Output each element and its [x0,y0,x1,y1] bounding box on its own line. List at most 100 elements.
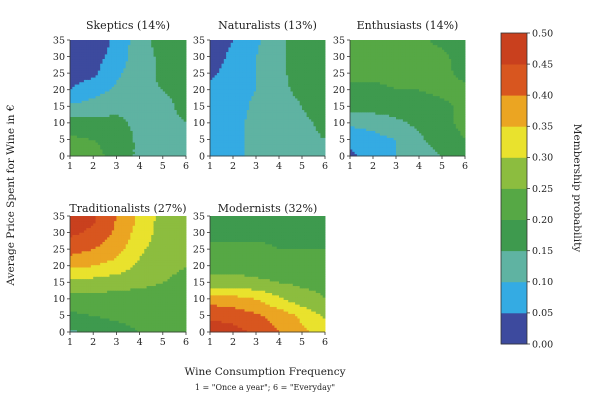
heatmap-cell [285,95,289,99]
heatmap-cell [262,114,266,118]
heatmap-cell [107,137,110,141]
heatmap-cell [228,81,232,85]
heatmap-cell [104,58,108,62]
heatmap-cell [139,63,143,66]
heatmap-cell [167,142,171,145]
heatmap-cell [86,58,90,62]
heatmap-cell [128,153,131,157]
heatmap-cell [239,70,243,73]
heatmap-cell [313,142,317,145]
heatmap-cell [265,91,268,94]
heatmap-cell [311,123,314,127]
heatmap-cell [76,79,80,83]
heatmap-cell [308,109,312,113]
heatmap-cell [88,144,92,148]
heatmap-cell [253,98,257,101]
heatmap-cell [302,93,305,97]
heatmap-cell [169,146,173,150]
heatmap-cell [160,146,164,150]
heatmap-cell [251,63,255,66]
heatmap-cell [88,49,92,53]
heatmap-cell [132,77,136,80]
heatmap-cell [95,100,99,104]
heatmap-cell [114,70,117,73]
heatmap-cell [165,86,168,90]
heatmap-cell [265,98,268,101]
heatmap-cell [313,77,317,80]
heatmap-cell [210,67,213,71]
heatmap-cell [109,118,113,122]
heatmap-cell [265,153,268,157]
heatmap-cell [276,111,280,115]
heatmap-cell [95,118,99,122]
heatmap-cell [281,123,285,127]
heatmap-cell [219,153,222,157]
heatmap-cell [295,95,298,99]
heatmap-cell [223,86,227,90]
heatmap-cell [318,114,321,118]
heatmap-cell [137,114,141,118]
heatmap-cell [210,72,213,76]
heatmap-cell [181,118,185,122]
heatmap-cell [313,58,317,62]
heatmap-cell [260,56,264,60]
heatmap-cell [93,132,96,136]
heatmap-cell [260,114,264,118]
heatmap-cell [128,109,131,113]
heatmap-cell [139,86,143,90]
heatmap-cell [162,63,166,66]
heatmap-cell [174,72,178,76]
heatmap-cell [95,70,99,73]
heatmap-cell [104,107,108,111]
heatmap-cell [107,65,110,69]
heatmap-cell [272,77,275,80]
heatmap-cell [70,107,73,111]
heatmap-cell [109,88,113,92]
heatmap-cell [295,142,298,145]
heatmap-cell [230,42,234,46]
heatmap-cell [169,60,173,64]
heatmap-cell [302,63,305,66]
heatmap-cell [125,53,129,57]
heatmap-cell [130,40,134,43]
heatmap-cell [315,107,319,111]
heatmap-cell [90,53,94,57]
heatmap-cell [249,135,252,138]
heatmap-cell [158,49,161,53]
heatmap-cell [90,104,94,108]
heatmap-cell [253,74,257,78]
heatmap-cell [272,125,275,129]
heatmap-cell [258,123,262,127]
heatmap-cell [72,63,76,66]
heatmap-cell [230,98,234,101]
heatmap-cell [297,58,301,62]
heatmap-cell [141,125,145,129]
heatmap-cell [216,67,220,71]
heatmap-cell [95,111,99,115]
heatmap-cell [128,151,131,155]
heatmap-cell [318,67,321,71]
heatmap-cell [144,65,148,69]
heatmap-cell [162,40,166,43]
heatmap-cell [315,44,319,48]
heatmap-cell [88,128,92,131]
heatmap-cell [210,79,213,83]
heatmap-cell [285,46,289,50]
heatmap-cell [141,40,145,43]
heatmap-cell [97,67,101,71]
heatmap-cell [176,130,180,134]
heatmap-cell [172,107,175,111]
heatmap-cell [176,111,180,115]
heatmap-cell [318,56,321,60]
heatmap-cell [235,84,239,87]
heatmap-cell [76,98,80,101]
heatmap-cell [276,109,280,113]
heatmap-cell [111,63,115,66]
heatmap-cell [295,49,298,53]
heatmap-cell [107,40,110,43]
heatmap-cell [88,88,92,92]
heatmap-cell [230,65,234,69]
heatmap-cell [165,56,168,60]
heatmap-cell [212,130,216,134]
heatmap-cell [130,74,134,78]
